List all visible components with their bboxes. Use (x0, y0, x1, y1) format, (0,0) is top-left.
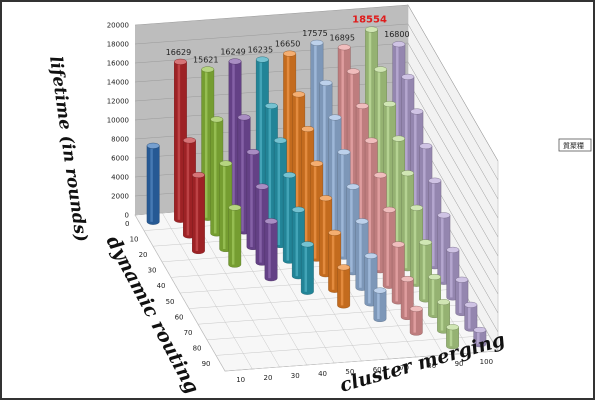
z-tick-label: 4000 (111, 174, 129, 182)
cluster-merging-tick-label: 70 (400, 364, 409, 372)
z-tick-label: 18000 (107, 41, 129, 49)
cluster-merging-tick-label: 20 (263, 374, 272, 382)
bar (192, 171, 205, 254)
dynamic-routing-tick-label: 30 (148, 267, 157, 275)
data-label: 16800 (384, 30, 409, 39)
cluster-merging-tick-label: 90 (455, 360, 464, 368)
floor-gridline (197, 303, 472, 325)
z-tick-label: 8000 (111, 136, 129, 144)
data-label: 17575 (302, 29, 327, 38)
data-label: 18554 (352, 15, 387, 26)
z-tick-label: 16000 (107, 60, 129, 68)
bar (300, 241, 314, 295)
dynamic-routing-tick-label: 60 (175, 313, 184, 321)
dynamic-routing-tick-label: 50 (166, 298, 175, 306)
dynamic-routing-tick-label: 40 (157, 282, 166, 290)
z-tick-label: 10000 (107, 117, 129, 125)
bar (446, 324, 459, 350)
z-tick-label: 14000 (107, 79, 129, 87)
bar (464, 301, 478, 332)
cluster-merging-tick-label: 60 (373, 366, 382, 374)
floor-gridline (215, 335, 490, 356)
data-label: 16629 (166, 48, 191, 57)
floor-gridline (206, 319, 481, 341)
bars (146, 26, 487, 350)
dynamic-routing-tick-label: 0 (125, 220, 129, 228)
data-label: 15621 (193, 55, 218, 64)
z-tick-label: 0 (125, 212, 129, 220)
data-label: 16895 (330, 33, 355, 42)
data-label: 16650 (275, 40, 300, 49)
z-gridline (134, 42, 499, 200)
z-tick-label: 6000 (111, 155, 129, 163)
z-tick-label: 12000 (107, 98, 129, 106)
dynamic-routing-tick-label: 10 (130, 235, 139, 243)
cluster-merging-tick-label: 30 (291, 372, 300, 380)
cluster-merging-tick-label: 50 (345, 368, 354, 376)
cluster-merging-tick-label: 100 (480, 358, 493, 366)
z-gridline (134, 4, 499, 162)
bar (473, 326, 487, 348)
dynamic-routing-tick-label: 20 (139, 251, 148, 259)
dynamic-routing-tick-label: 90 (202, 360, 211, 368)
bar (337, 264, 351, 309)
bar (437, 299, 450, 334)
bar (264, 218, 278, 282)
bar (373, 287, 387, 322)
z-tick-label: 2000 (111, 193, 129, 201)
dynamic-routing-tick-label: 80 (193, 345, 202, 353)
bar (228, 204, 242, 268)
z-gridline (134, 61, 499, 219)
legend-badge: 質聚糧 (558, 138, 592, 152)
z-axis-label: lifetime (in rounds) (45, 55, 91, 243)
bar (409, 305, 423, 336)
cluster-merging-tick-label: 10 (236, 376, 245, 384)
data-label: 16249 (220, 47, 245, 56)
cluster-merging-tick-label: 80 (427, 362, 436, 370)
floor-gridline (224, 350, 499, 372)
legend-badge-text: 質聚糧 (563, 141, 584, 150)
bar (146, 142, 160, 225)
floor-gridline (188, 288, 463, 309)
z-tick-label: 20000 (107, 22, 129, 30)
cluster-merging-tick-label: 40 (318, 370, 327, 378)
dynamic-routing-tick-label: 70 (184, 329, 193, 337)
data-label: 16235 (248, 46, 273, 55)
tick-labels: 0 2000 4000 6000 8000 10000 12000 14000 16000 180… (107, 22, 493, 385)
z-gridline (134, 23, 499, 181)
